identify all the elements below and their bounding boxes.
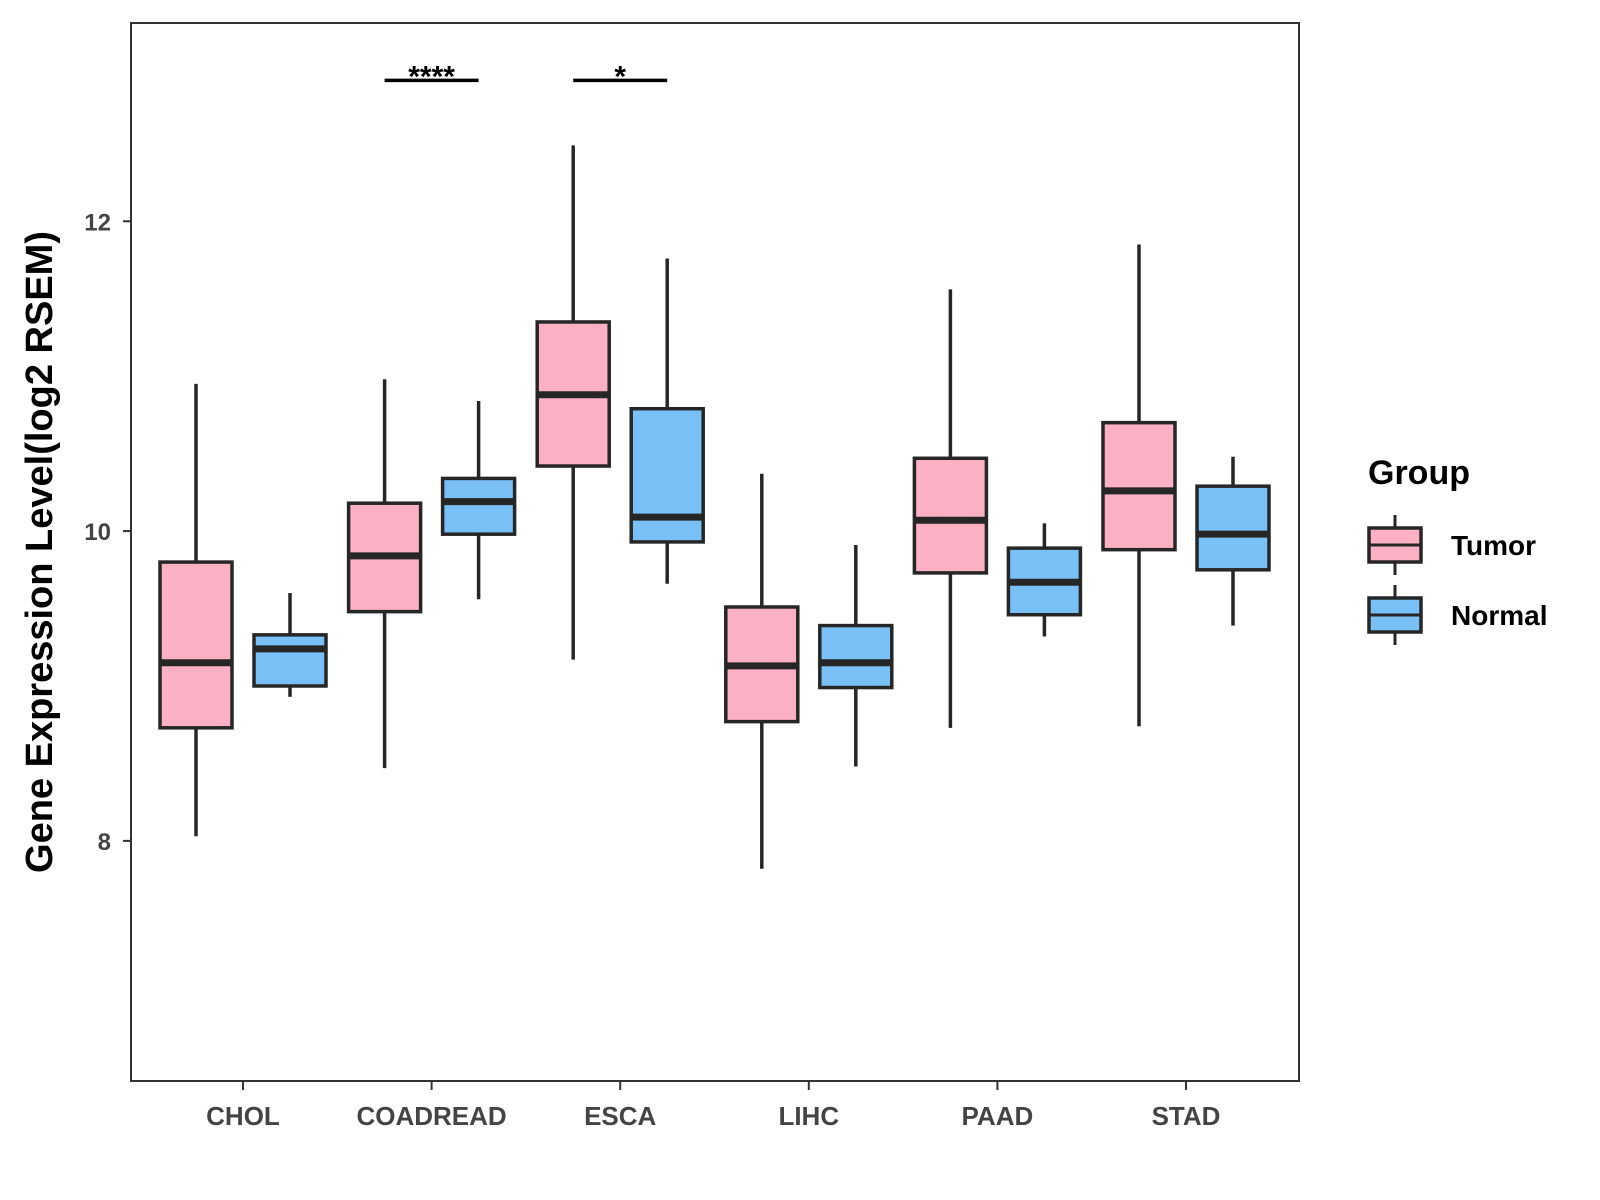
box-normal-paad: [1006, 523, 1083, 637]
box-iqr: [912, 456, 989, 575]
x-tick-label: CHOL: [206, 1101, 280, 1131]
legend: Group Tumor Normal: [1367, 454, 1547, 645]
x-tick-label: LIHC: [778, 1101, 839, 1131]
y-axis-title: Gene Expression Level(log2 RSEM): [19, 231, 61, 873]
box-tumor-chol: [158, 383, 234, 837]
box-iqr: [1195, 484, 1271, 572]
x-axis: CHOL COADREAD ESCA LIHC PAAD STAD: [206, 1081, 1220, 1131]
plot-panel: [130, 22, 1300, 1082]
significance-layer: **** *: [384, 60, 668, 93]
y-tick-label: 12: [84, 209, 111, 236]
box-iqr: [158, 560, 234, 730]
box-normal-stad: [1195, 456, 1271, 626]
y-tick-label: 8: [98, 829, 111, 856]
box-normal-coadread: [440, 400, 517, 600]
box-iqr: [440, 476, 517, 536]
box-normal-esca: [629, 258, 705, 584]
legend-label: Normal: [1451, 600, 1547, 631]
y-tick-label: 10: [84, 519, 111, 546]
box-normal-lihc: [818, 545, 894, 767]
box-tumor-paad: [912, 289, 989, 728]
y-axis: 8 10 12: [84, 209, 131, 856]
x-tick-label: ESCA: [584, 1101, 656, 1131]
box-normal-chol: [252, 593, 328, 697]
legend-item-tumor: Tumor: [1367, 515, 1536, 575]
legend-label: Tumor: [1451, 530, 1536, 561]
box-tumor-coadread: [346, 379, 423, 769]
significance-label: ****: [408, 60, 455, 93]
box-tumor-esca: [535, 145, 611, 660]
legend-item-normal: Normal: [1367, 585, 1547, 645]
significance-label: *: [614, 60, 626, 93]
box-tumor-lihc: [724, 473, 800, 869]
legend-title: Group: [1368, 454, 1470, 492]
x-tick-label: COADREAD: [356, 1101, 506, 1131]
box-tumor-stad: [1101, 244, 1177, 727]
box-iqr: [1101, 420, 1177, 552]
x-tick-label: PAAD: [962, 1101, 1034, 1131]
box-iqr: [629, 406, 705, 544]
x-tick-label: STAD: [1152, 1101, 1221, 1131]
boxes-layer: [158, 145, 1271, 869]
box-iqr: [818, 623, 894, 690]
box-iqr: [252, 633, 328, 688]
